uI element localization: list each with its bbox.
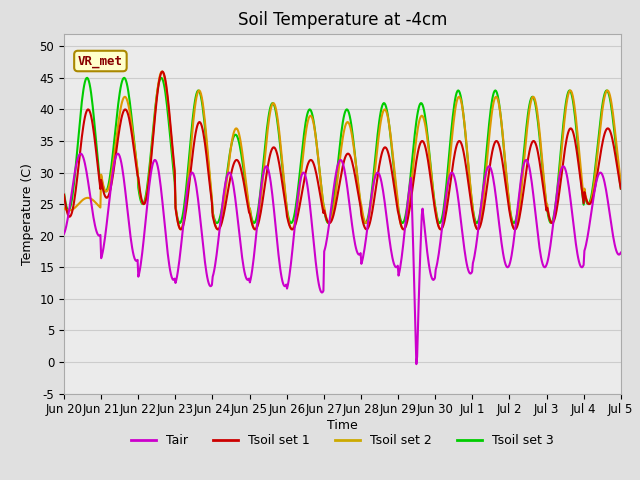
X-axis label: Time: Time <box>327 419 358 432</box>
Title: Soil Temperature at -4cm: Soil Temperature at -4cm <box>237 11 447 29</box>
Legend: Tair, Tsoil set 1, Tsoil set 2, Tsoil set 3: Tair, Tsoil set 1, Tsoil set 2, Tsoil se… <box>126 429 559 452</box>
Text: VR_met: VR_met <box>78 55 123 68</box>
Y-axis label: Temperature (C): Temperature (C) <box>21 163 34 264</box>
